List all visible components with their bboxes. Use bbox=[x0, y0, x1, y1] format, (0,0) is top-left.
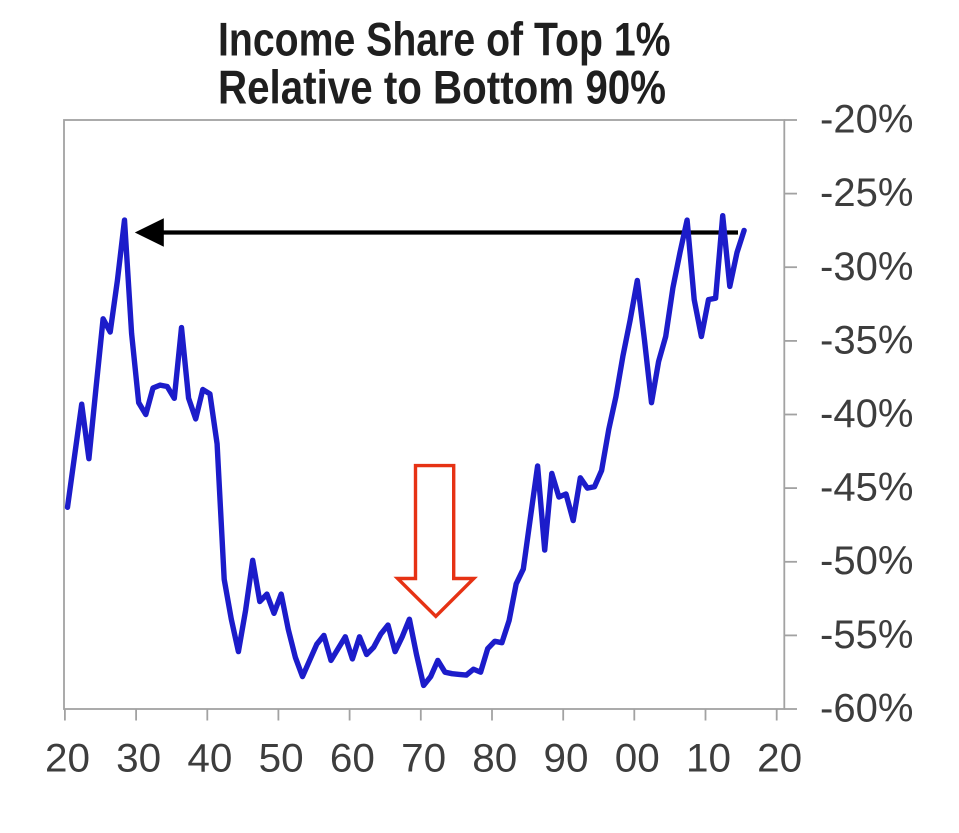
svg-text:80: 80 bbox=[472, 737, 517, 781]
svg-text:-55%: -55% bbox=[820, 613, 913, 657]
svg-text:20: 20 bbox=[757, 737, 802, 781]
svg-text:-30%: -30% bbox=[820, 245, 913, 289]
svg-text:-35%: -35% bbox=[820, 318, 913, 362]
svg-text:30: 30 bbox=[116, 737, 161, 781]
svg-text:-60%: -60% bbox=[820, 687, 913, 731]
svg-text:20: 20 bbox=[45, 737, 90, 781]
svg-text:50: 50 bbox=[259, 737, 304, 781]
svg-text:-25%: -25% bbox=[820, 171, 913, 215]
svg-text:90: 90 bbox=[544, 737, 589, 781]
svg-text:60: 60 bbox=[330, 737, 375, 781]
svg-text:-20%: -20% bbox=[820, 98, 913, 142]
svg-text:-40%: -40% bbox=[820, 392, 913, 436]
svg-text:-50%: -50% bbox=[820, 539, 913, 583]
svg-text:00: 00 bbox=[615, 737, 660, 781]
svg-text:10: 10 bbox=[686, 737, 731, 781]
svg-text:-45%: -45% bbox=[820, 466, 913, 510]
svg-text:Income Share of Top 1%: Income Share of Top 1% bbox=[218, 13, 671, 66]
svg-text:70: 70 bbox=[401, 737, 446, 781]
svg-text:Relative to Bottom 90%: Relative to Bottom 90% bbox=[218, 60, 666, 113]
svg-text:40: 40 bbox=[187, 737, 232, 781]
